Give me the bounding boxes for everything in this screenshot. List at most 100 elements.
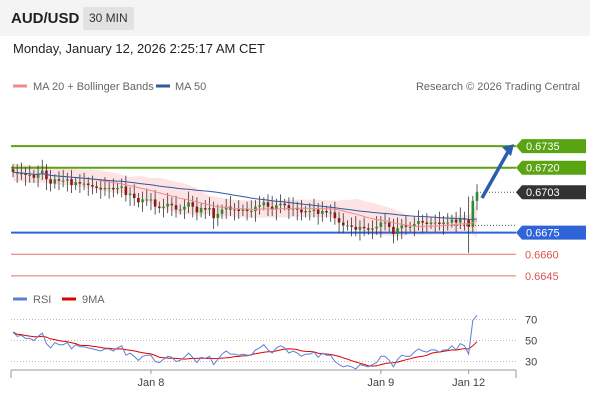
level-tag-0.6720: [516, 160, 586, 175]
candle-body: [266, 202, 270, 207]
candle-body: [283, 203, 287, 206]
candle-body: [412, 223, 416, 227]
candle-body: [132, 193, 136, 198]
candle-body: [316, 209, 320, 214]
candle-body: [300, 209, 303, 213]
candle-body: [237, 209, 241, 211]
bollinger-band-area: [13, 163, 477, 238]
level-label-0.6720: 0.6720: [526, 163, 560, 175]
x-tick-label: Jan 8: [137, 377, 164, 389]
level-label-0.6660: 0.6660: [525, 249, 559, 261]
projection-arrow: [480, 144, 514, 199]
interval-button[interactable]: 30 MIN: [83, 7, 134, 30]
candle-body: [475, 192, 479, 201]
candle-body: [337, 218, 341, 223]
candle-body: [429, 222, 433, 224]
candle-body: [270, 206, 274, 210]
candle-body: [149, 199, 153, 201]
candle-body: [375, 226, 378, 229]
candle-body: [262, 202, 266, 206]
ma50-line: [12, 171, 478, 220]
candle-body: [158, 206, 161, 209]
candle-body: [458, 218, 462, 223]
candle-body: [170, 203, 174, 206]
candle-body: [103, 187, 107, 190]
level-tag-0.6735: [516, 139, 586, 154]
rsi-ma-legend-label: 9MA: [82, 294, 105, 306]
bollinger-bands: [13, 163, 477, 238]
level-tag-0.6675: [516, 225, 586, 240]
level-label-0.6645: 0.6645: [525, 271, 559, 283]
candle-body: [74, 182, 78, 186]
candle-body: [362, 226, 366, 229]
candle-body: [433, 222, 437, 224]
candle-body: [329, 212, 332, 214]
projection-arrow-head: [502, 144, 514, 157]
candle-body: [438, 222, 441, 224]
candle-body: [195, 206, 199, 213]
candle-body: [442, 222, 445, 224]
candle-body: [333, 212, 337, 219]
rsi-tick-70: 70: [525, 315, 537, 327]
candle-body: [120, 186, 123, 188]
candle-body: [49, 179, 52, 184]
candle-body: [70, 179, 73, 186]
candle-body: [249, 210, 253, 212]
candle-body: [304, 210, 307, 213]
candle-body: [379, 222, 383, 227]
x-axis: Jan 8 Jan 9 Jan 12: [10, 369, 517, 389]
candle-body: [287, 205, 291, 210]
candle-body: [233, 209, 236, 211]
candle-body: [128, 193, 132, 196]
rsi-panel: 70 50 30: [11, 314, 537, 370]
candle-body: [321, 210, 324, 214]
candle-body: [425, 222, 429, 224]
candle-body: [162, 206, 165, 209]
candle-body: [36, 173, 40, 178]
candle-body: [112, 187, 115, 190]
candle-body: [392, 226, 395, 235]
moving-averages: [12, 171, 478, 227]
candle-body: [387, 222, 391, 227]
candle-body: [124, 186, 128, 196]
last-price-tag: [516, 185, 586, 200]
candle-body: [341, 222, 345, 226]
candle-body: [178, 209, 182, 211]
rsi-line: [12, 314, 478, 370]
rsi-tick-30: 30: [525, 357, 537, 369]
candle-body: [203, 208, 207, 210]
candle-body: [32, 174, 36, 178]
candle-body: [137, 198, 140, 203]
rsi-ma-line: [12, 331, 478, 367]
candle-body: [174, 205, 178, 210]
candle-body: [454, 219, 458, 223]
candle-body: [78, 182, 82, 184]
candle-body: [208, 208, 211, 210]
candle-body: [408, 226, 412, 228]
candle-body: [91, 185, 94, 187]
projection-arrow-shaft: [480, 149, 511, 199]
ma50-legend-label: MA 50: [175, 81, 206, 93]
candle-body: [350, 225, 353, 227]
candle-body: [183, 206, 186, 210]
candle-body: [471, 200, 475, 227]
candle-body: [86, 183, 90, 186]
candle-body: [417, 221, 420, 224]
symbol-title: AUD/USD: [11, 10, 80, 27]
candle-body: [61, 180, 65, 182]
candle-body: [145, 199, 149, 201]
x-tick-label: Jan 9: [367, 377, 394, 389]
candle-body: [153, 199, 157, 207]
candle-body: [275, 205, 278, 210]
candle-body: [467, 219, 470, 227]
chart-header: AUD/USD 30 MIN: [0, 0, 590, 36]
candle-body: [396, 228, 399, 235]
candle-body: [28, 174, 32, 176]
candle-body: [99, 187, 103, 190]
candle-body: [404, 225, 408, 227]
candle-body: [220, 209, 224, 214]
candle-body: [141, 199, 144, 203]
candle-body: [212, 208, 215, 219]
level-label-0.6675: 0.6675: [526, 228, 560, 240]
